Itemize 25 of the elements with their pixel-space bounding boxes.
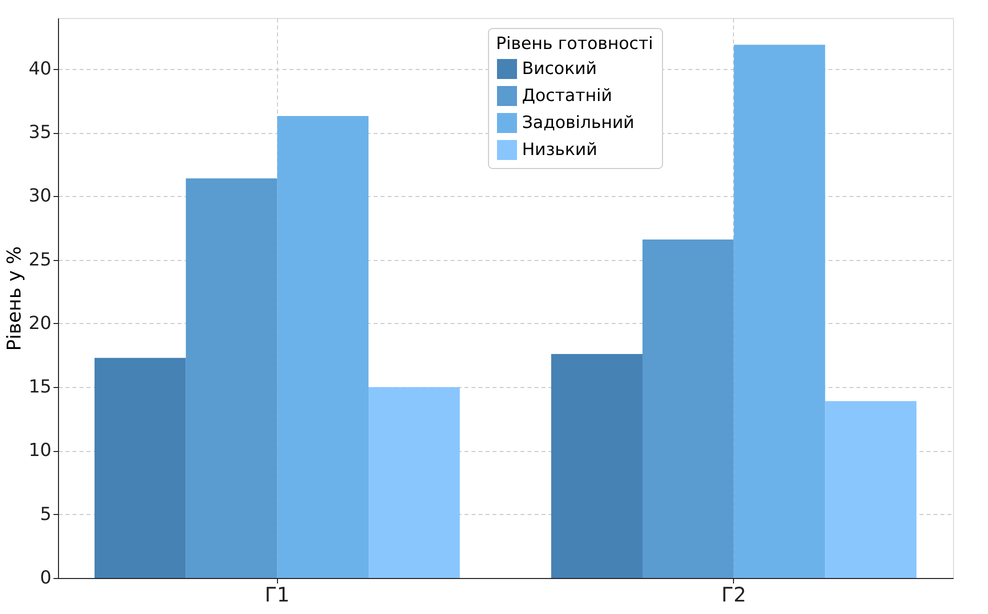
y-axis-title: Рівень у % <box>4 246 26 351</box>
bar <box>551 354 642 578</box>
legend-title: Рівень готовності <box>496 34 654 54</box>
bar <box>277 116 369 578</box>
bar <box>825 401 916 578</box>
legend-label: Низький <box>522 140 598 160</box>
bar <box>94 358 186 578</box>
bar <box>734 44 826 578</box>
x-tick-label: Г1 <box>264 582 290 606</box>
legend-label: Високий <box>522 59 597 79</box>
bar <box>186 178 278 578</box>
y-tick-label: 35 <box>28 122 52 144</box>
y-tick-label: 0 <box>40 568 52 588</box>
y-tick-label: 5 <box>40 504 52 525</box>
y-tick-label: 30 <box>28 186 52 207</box>
x-tick-label: Г2 <box>721 582 746 606</box>
y-tick-label: 20 <box>28 312 52 334</box>
bar <box>368 387 460 578</box>
bar <box>642 239 734 578</box>
legend-label: Достатній <box>522 86 612 106</box>
y-tick-label: 15 <box>28 376 52 398</box>
y-tick-label: 40 <box>28 58 52 80</box>
legend-label: Задовільний <box>522 113 634 133</box>
y-tick-label: 25 <box>28 249 52 270</box>
y-tick-label: 10 <box>28 440 52 462</box>
